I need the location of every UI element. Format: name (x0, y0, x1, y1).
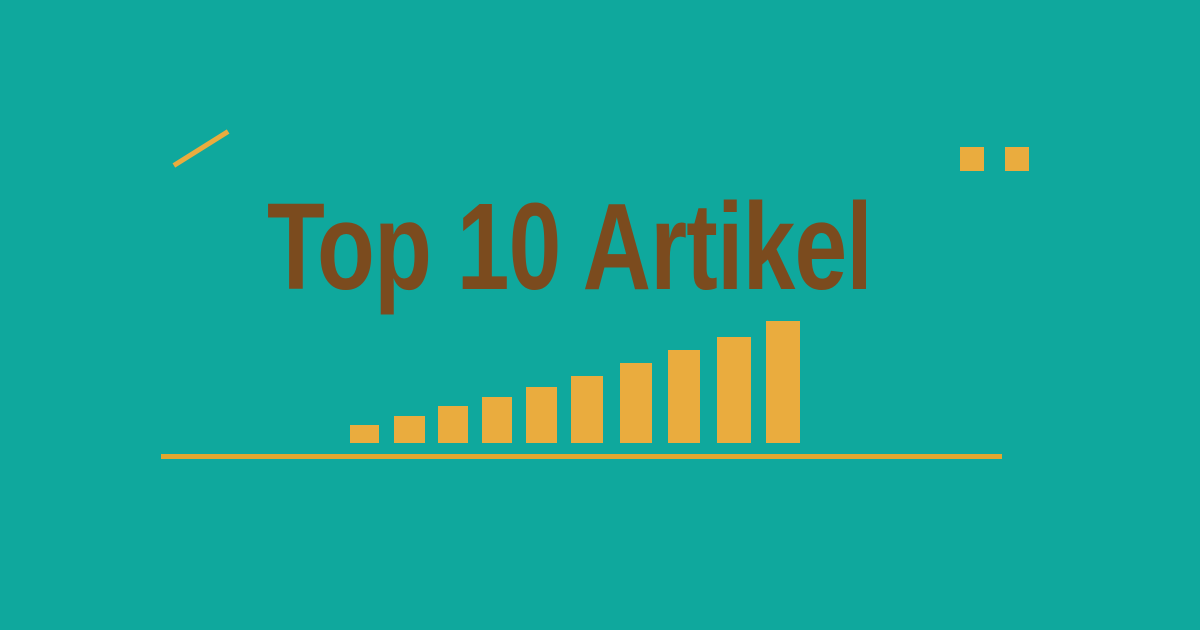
square-decoration-2 (1005, 147, 1029, 171)
bar-3 (438, 406, 468, 443)
page-title: Top 10 Artikel (267, 179, 873, 316)
square-decoration-1 (960, 147, 984, 171)
bar-2 (394, 416, 425, 443)
bar-6 (571, 376, 603, 443)
bar-5 (526, 387, 557, 443)
bar-8 (668, 350, 700, 443)
bar-9 (717, 337, 751, 443)
bar-1 (350, 425, 379, 443)
bar-4 (482, 397, 512, 443)
bar-10 (766, 321, 800, 443)
chart-baseline-rule (161, 454, 1002, 459)
bar-7 (620, 363, 652, 443)
